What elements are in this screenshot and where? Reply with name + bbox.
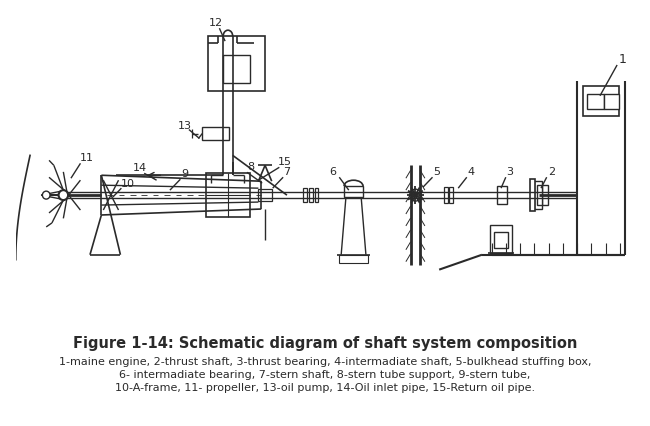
Text: 4: 4	[467, 167, 474, 177]
Bar	[448, 187, 452, 203]
Text: 1-maine engine, 2-thrust shaft, 3-thrust bearing, 4-intermadiate shaft, 5-bulkhe: 1-maine engine, 2-thrust shaft, 3-thrust…	[58, 357, 592, 367]
Bar	[604, 94, 619, 109]
Text: 2: 2	[548, 167, 555, 177]
Bar	[339, 255, 368, 263]
Text: 15: 15	[278, 157, 292, 167]
Bar	[495, 232, 508, 248]
Circle shape	[58, 190, 68, 200]
Bar	[583, 86, 619, 115]
Text: 10: 10	[121, 179, 135, 189]
Text: 12: 12	[209, 18, 223, 28]
Text: 6- intermadiate bearing, 7-stern shaft, 8-stern tube support, 9-stern tube,: 6- intermadiate bearing, 7-stern shaft, …	[120, 370, 530, 380]
Text: 10-A-frame, 11- propeller, 13-oil pump, 14-Oil inlet pipe, 15-Return oil pipe.: 10-A-frame, 11- propeller, 13-oil pump, …	[115, 383, 535, 393]
Bar	[587, 94, 604, 109]
Bar	[208, 36, 265, 91]
Circle shape	[42, 191, 50, 199]
Text: 5: 5	[433, 167, 440, 177]
Bar	[444, 187, 448, 203]
Text: 14: 14	[133, 163, 146, 173]
Bar	[534, 181, 542, 209]
Text: 13: 13	[178, 121, 192, 131]
Text: 7: 7	[283, 167, 291, 177]
Bar	[309, 188, 313, 202]
Bar	[344, 186, 363, 197]
Bar	[537, 185, 542, 205]
Text: 6: 6	[329, 167, 336, 177]
Bar	[489, 225, 512, 253]
Bar	[202, 127, 229, 141]
Bar	[206, 173, 250, 217]
Bar	[259, 189, 272, 201]
Text: 3: 3	[506, 167, 513, 177]
Circle shape	[410, 189, 421, 201]
Bar	[315, 188, 318, 202]
Text: Figure 1-14: Schematic diagram of shaft system composition: Figure 1-14: Schematic diagram of shaft …	[73, 336, 577, 351]
Bar	[530, 179, 536, 211]
Text: 1: 1	[619, 52, 627, 66]
Text: 9: 9	[181, 169, 188, 179]
Text: 11: 11	[80, 153, 94, 163]
Bar	[497, 186, 507, 204]
Bar	[303, 188, 307, 202]
Bar	[223, 55, 250, 83]
Bar	[542, 185, 548, 205]
Text: 8: 8	[247, 162, 254, 172]
